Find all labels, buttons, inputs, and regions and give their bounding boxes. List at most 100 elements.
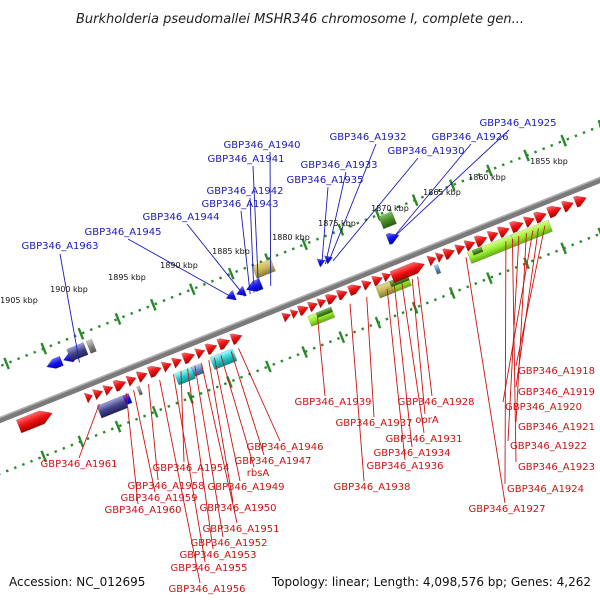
gene-arrow [560, 200, 574, 213]
gene-label-gbp346-a1958[interactable]: GBP346_A1958 [127, 481, 204, 492]
gene-label-gbp346-a1920[interactable]: GBP346_A1920 [505, 402, 582, 413]
label-leader-line [187, 368, 214, 550]
gene-label-gbp346-a1919[interactable]: GBP346_A1919 [518, 387, 595, 398]
gene-label-gbp346-a1946[interactable]: GBP346_A1946 [246, 442, 323, 453]
gene-label-opra[interactable]: oprA [415, 415, 439, 426]
gene-label-gbp346-a1953[interactable]: GBP346_A1953 [179, 550, 256, 561]
gene-label-gbp346-a1925[interactable]: GBP346_A1925 [479, 118, 556, 129]
gene-label-gbp346-a1918[interactable]: GBP346_A1918 [518, 366, 595, 377]
kbp-scale-labels: 1855 kbp 1860 kbp 1865 kbp 1870 kbp 1875 kbp… [0, 157, 568, 305]
gene-features [15, 195, 587, 434]
gene-label-gbp346-a1951[interactable]: GBP346_A1951 [202, 524, 279, 535]
gene-label-gbp346-a1934[interactable]: GBP346_A1934 [373, 448, 450, 459]
gene-label-gbp346-a1927[interactable]: GBP346_A1927 [468, 504, 545, 515]
kbp-label-1855-kbp: 1855 kbp [530, 157, 568, 166]
gene-label-gbp346-a1950[interactable]: GBP346_A1950 [199, 503, 276, 514]
kbp-label-1890-kbp: 1890 kbp [160, 261, 198, 270]
gene-arrow [335, 289, 348, 301]
gene-arrow [194, 348, 206, 360]
gene-label-gbp346-a1961[interactable]: GBP346_A1961 [40, 459, 117, 470]
gene-block [85, 338, 97, 354]
gene-label-gbp346-a1954[interactable]: GBP346_A1954 [152, 463, 229, 474]
gene-arrow [496, 226, 510, 239]
gene-label-gbp346-a1932[interactable]: GBP346_A1932 [329, 132, 406, 143]
gene-label-gbp346-a1922[interactable]: GBP346_A1922 [510, 441, 587, 452]
gene-arrow [442, 248, 456, 261]
gene-label-gbp346-a1931[interactable]: GBP346_A1931 [385, 434, 462, 445]
scale-tick [338, 331, 346, 344]
gene-arrow [508, 220, 524, 234]
bottom-strand-gene-labels: GBP346_A1918 GBP346_A1919 GBP346_A1920 GBP3… [40, 366, 595, 595]
gene-label-gbp346-a1933[interactable]: GBP346_A1933 [300, 160, 377, 171]
scale-tick [448, 286, 456, 299]
upper-scale-ruler [0, 111, 600, 396]
gene-arrow [281, 312, 292, 323]
gene-label-gbp346-a1937[interactable]: GBP346_A1937 [335, 418, 412, 429]
gene-arrow [229, 333, 243, 346]
gene-arrow [146, 365, 162, 379]
scale-tick [486, 272, 493, 285]
gene-label-gbp346-a1949[interactable]: GBP346_A1949 [207, 482, 284, 493]
gene-arrow [46, 355, 64, 369]
gene-label-gbp346-a1935[interactable]: GBP346_A1935 [286, 175, 363, 186]
gene-label-gbp346-a1930[interactable]: GBP346_A1930 [387, 146, 464, 157]
gene-label-gbp346-a1923[interactable]: GBP346_A1923 [518, 462, 595, 473]
gene-label-gbp346-a1944[interactable]: GBP346_A1944 [142, 212, 219, 223]
gene-label-gbp346-a1938[interactable]: GBP346_A1938 [333, 482, 410, 493]
gene-label-gbp346-a1926[interactable]: GBP346_A1926 [431, 132, 508, 143]
label-leader-line [220, 355, 255, 468]
gene-label-gbp346-a1952[interactable]: GBP346_A1952 [190, 538, 267, 549]
gene-label-gbp346-a1942[interactable]: GBP346_A1942 [206, 186, 283, 197]
label-leader-line [394, 285, 413, 448]
gene-label-gbp346-a1940[interactable]: GBP346_A1940 [223, 140, 300, 151]
gene-arrow [434, 252, 444, 264]
label-leader-line [125, 393, 139, 505]
gene-label-gbp346-a1939[interactable]: GBP346_A1939 [294, 397, 371, 408]
gene-label-rbsa[interactable]: rbsA [247, 468, 270, 479]
label-leader-line [208, 360, 234, 503]
gene-label-gbp346-a1928[interactable]: GBP346_A1928 [397, 397, 474, 408]
gene-arrow [289, 309, 299, 320]
label-leader-line [465, 257, 506, 504]
gene-arrow [463, 240, 476, 252]
gene-label-gbp346-a1941[interactable]: GBP346_A1941 [207, 154, 284, 165]
label-leader-line [349, 303, 365, 482]
scale-tick [411, 194, 419, 207]
gene-arrow [135, 371, 148, 383]
kbp-label-1900-kbp: 1900 kbp [50, 285, 88, 294]
label-leader-line [411, 278, 426, 415]
label-leader-line [324, 171, 347, 265]
gene-label-gbp346-a1960[interactable]: GBP346_A1960 [104, 505, 181, 516]
genome-track [0, 111, 600, 489]
gene-arrow [92, 389, 104, 401]
gene-arrow [216, 338, 231, 351]
gene-label-gbp346-a1956[interactable]: GBP346_A1956 [168, 584, 245, 595]
gene-label-gbp346-a1921[interactable]: GBP346_A1921 [518, 422, 595, 433]
gene-arrow [125, 375, 137, 387]
scale-tick [597, 119, 600, 132]
gene-arrow [473, 235, 488, 248]
gene-label-gbp346-a1943[interactable]: GBP346_A1943 [201, 199, 278, 210]
label-leader-line [133, 390, 156, 493]
gene-label-gbp346-a1955[interactable]: GBP346_A1955 [170, 563, 247, 574]
topology-summary: Topology: linear; Length: 4,098,576 bp; … [271, 575, 591, 589]
label-leader-line [240, 210, 251, 295]
kbp-label-1865-kbp: 1865 kbp [423, 188, 461, 197]
label-leader-line [194, 365, 224, 538]
gene-arrow [225, 290, 237, 301]
gene-block [510, 219, 553, 247]
gene-label-gbp346-a1924[interactable]: GBP346_A1924 [507, 484, 584, 495]
label-leader-line [200, 363, 238, 524]
scale-tick [523, 149, 530, 162]
scale-tick [114, 420, 122, 433]
kbp-label-1905-kbp: 1905 kbp [0, 296, 38, 305]
gene-arrow [426, 255, 437, 267]
gene-label-gbp346-a1963[interactable]: GBP346_A1963 [21, 241, 98, 252]
label-leader-line [511, 238, 517, 463]
gene-arrow [533, 211, 548, 224]
gene-label-gbp346-a1945[interactable]: GBP346_A1945 [84, 227, 161, 238]
gene-label-gbp346-a1936[interactable]: GBP346_A1936 [366, 461, 443, 472]
gene-label-gbp346-a1959[interactable]: GBP346_A1959 [120, 493, 197, 504]
gene-label-gbp346-a1947[interactable]: GBP346_A1947 [234, 456, 311, 467]
